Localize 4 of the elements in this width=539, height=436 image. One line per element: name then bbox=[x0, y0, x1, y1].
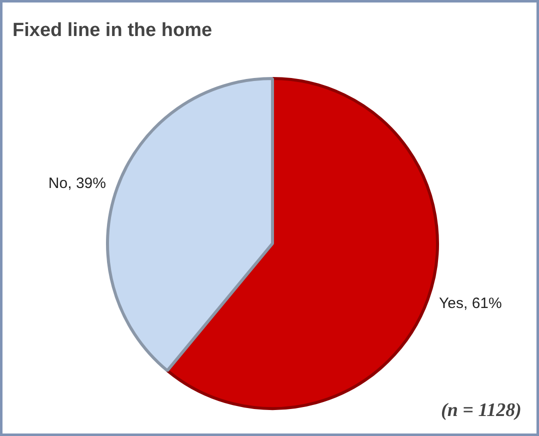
text: (n = 1128) bbox=[441, 400, 522, 421]
slice-label: Yes, 61% bbox=[439, 294, 502, 312]
chart-title: Fixed line in the home bbox=[12, 20, 212, 41]
slice-label: No, 39% bbox=[48, 175, 106, 192]
